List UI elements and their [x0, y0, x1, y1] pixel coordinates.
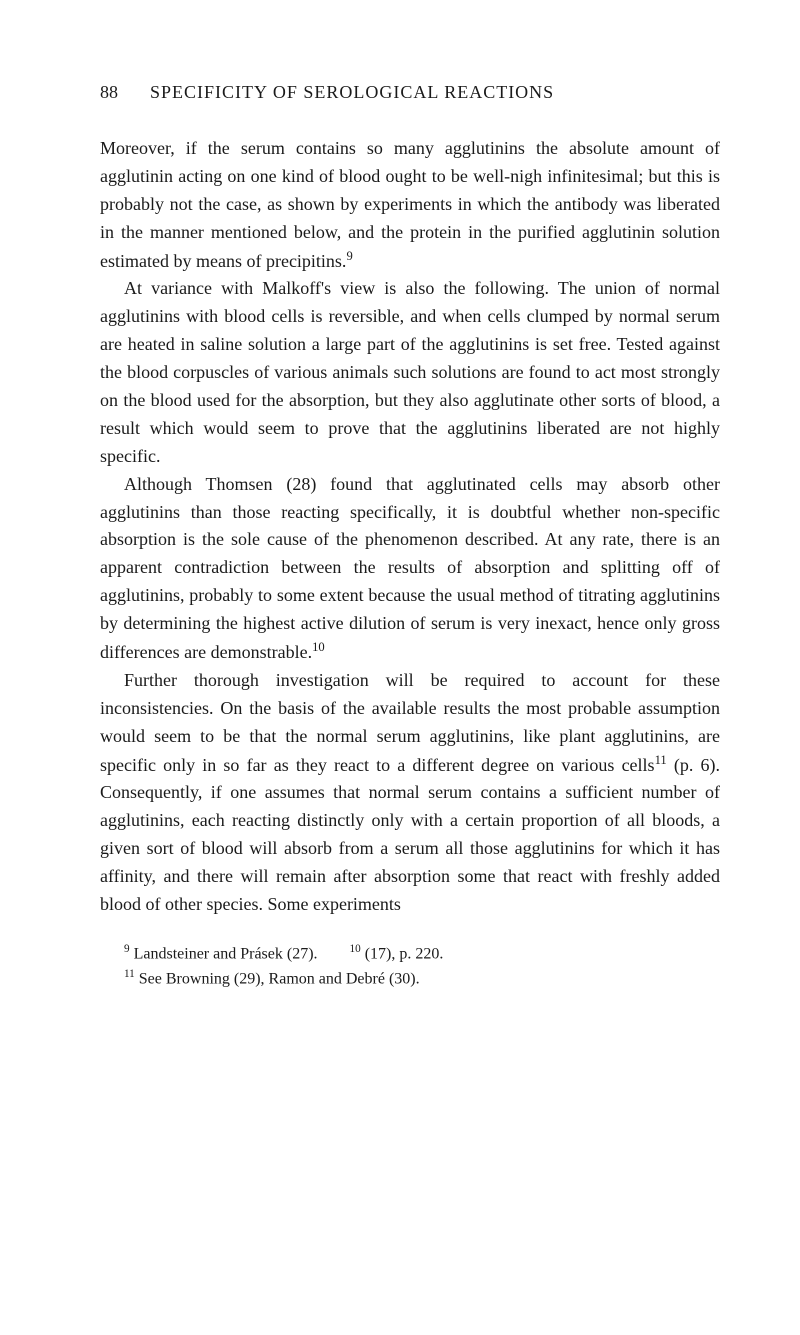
paragraph-1: Moreover, if the serum contains so many …: [100, 135, 720, 275]
paragraph-3: Although Thomsen (28) found that aggluti…: [100, 471, 720, 667]
footnote-10-text: (17), p. 220.: [361, 945, 444, 962]
body-text: Moreover, if the serum contains so many …: [100, 135, 720, 919]
paragraph-1-text: Moreover, if the serum contains so many …: [100, 138, 720, 271]
paragraph-4-text-a: Further thorough investigation will be r…: [100, 670, 720, 775]
footnote-marker-11: 11: [124, 968, 135, 980]
page-number: 88: [100, 82, 118, 102]
footnote-gap: [318, 945, 350, 962]
paragraph-2-text: At variance with Malkoff's view is also …: [100, 278, 720, 465]
footnote-ref-11: 11: [655, 753, 667, 767]
footnotes: 9 Landsteiner and Prásek (27). 10 (17), …: [100, 941, 720, 992]
footnote-line-1: 9 Landsteiner and Prásek (27). 10 (17), …: [100, 941, 720, 966]
footnote-9-text: Landsteiner and Prásek (27).: [130, 945, 318, 962]
paragraph-3-text: Although Thomsen (28) found that aggluti…: [100, 474, 720, 662]
paragraph-4: Further thorough investigation will be r…: [100, 667, 720, 919]
header-title: SPECIFICITY OF SEROLOGICAL REACTIONS: [150, 82, 554, 102]
paragraph-4-text-b: (p. 6). Consequently, if one assumes tha…: [100, 755, 720, 914]
footnote-ref-10: 10: [312, 640, 325, 654]
footnote-ref-9: 9: [346, 249, 352, 263]
footnote-line-2: 11 See Browning (29), Ramon and Debré (3…: [100, 966, 720, 991]
page-header: 88 SPECIFICITY OF SEROLOGICAL REACTIONS: [100, 82, 720, 103]
footnote-11-text: See Browning (29), Ramon and Debré (30).: [135, 971, 420, 988]
footnote-marker-10: 10: [350, 943, 361, 955]
paragraph-2: At variance with Malkoff's view is also …: [100, 275, 720, 470]
